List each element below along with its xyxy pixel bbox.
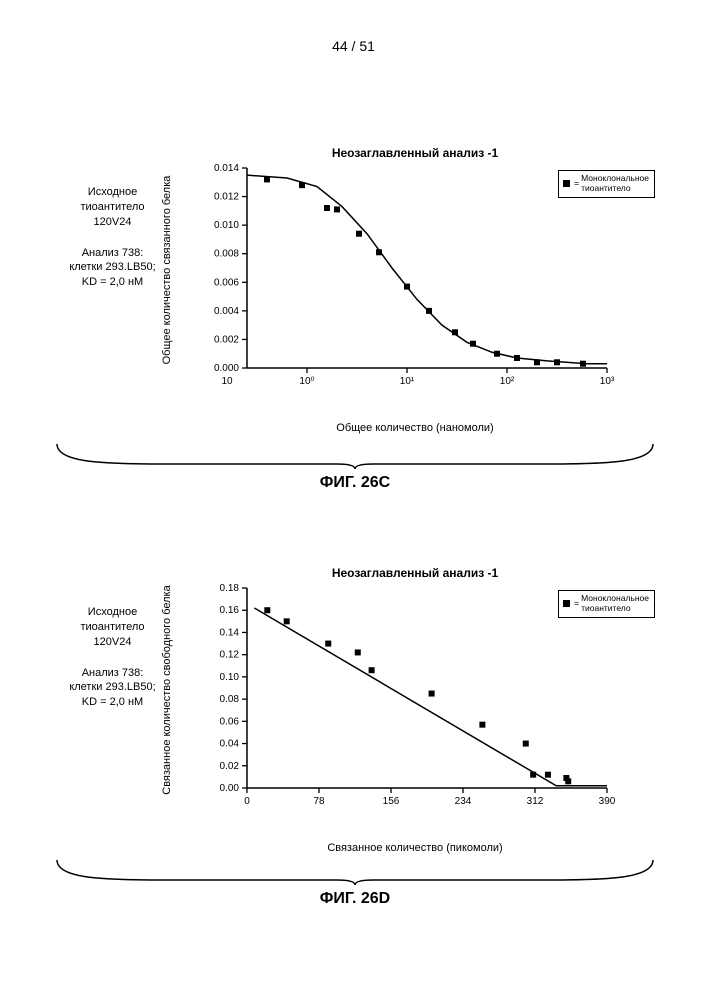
svg-text:156: 156 — [383, 796, 400, 807]
svg-text:0.014: 0.014 — [214, 163, 239, 174]
sidebar-text: Исходное тиоантитело 120V24 — [55, 185, 170, 230]
sidebar-line: клетки 293.LB50; — [55, 260, 170, 275]
svg-text:0.012: 0.012 — [214, 192, 239, 203]
chart-d-svg: 0.00 0.02 0.04 0.06 0.08 0.10 0.12 0.14 0.16 0.18… — [175, 560, 655, 815]
svg-text:0.008: 0.008 — [214, 249, 239, 260]
sidebar-text: Исходное тиоантитело 120V24 — [55, 605, 170, 650]
chart-c-x-label: Общее количество (наномоли) — [175, 422, 655, 434]
chart-c-svg: 0.000 0.002 0.004 0.006 0.008 0.010 0.012 0.014… — [175, 140, 655, 395]
figure-26c-panel: Исходное тиоантитело 120V24 Анализ 738: … — [55, 140, 655, 440]
sidebar-line: 120V24 — [55, 635, 170, 650]
svg-text:0.16: 0.16 — [220, 605, 240, 616]
sidebar-text: Анализ 738: клетки 293.LB50; KD = 2,0 нМ — [55, 246, 170, 291]
svg-text:0: 0 — [244, 796, 250, 807]
svg-text:10¹: 10¹ — [400, 376, 415, 387]
svg-text:0.00: 0.00 — [220, 783, 240, 794]
figure-26c-caption: ФИГ. 26C — [55, 474, 655, 492]
svg-text:0.14: 0.14 — [220, 627, 240, 638]
chart-d: Неозаглавленный анализ -1 = Моноклональн… — [175, 560, 655, 820]
chart-d-y-label: Связанное количество свободного белка — [161, 585, 173, 794]
page-number: 44 / 51 — [0, 38, 707, 54]
sidebar-line: Анализ 738: — [55, 666, 170, 681]
svg-text:0.06: 0.06 — [220, 716, 240, 727]
svg-text:0.10: 0.10 — [220, 672, 240, 683]
svg-text:0.08: 0.08 — [220, 694, 240, 705]
sidebar-line: Анализ 738: — [55, 246, 170, 261]
sidebar-text: Анализ 738: клетки 293.LB50; KD = 2,0 нМ — [55, 666, 170, 711]
sidebar-d: Исходное тиоантитело 120V24 Анализ 738: … — [55, 605, 170, 710]
figure-26d-caption: ФИГ. 26D — [55, 890, 655, 908]
svg-text:0.04: 0.04 — [220, 739, 240, 750]
svg-text:0.02: 0.02 — [220, 761, 240, 772]
figure-26d-panel: Исходное тиоантитело 120V24 Анализ 738: … — [55, 560, 655, 860]
sidebar-line: тиоантитело — [55, 620, 170, 635]
sidebar-line: Исходное — [55, 605, 170, 620]
svg-text:0.002: 0.002 — [214, 334, 239, 345]
sidebar-c: Исходное тиоантитело 120V24 Анализ 738: … — [55, 185, 170, 290]
page: 44 / 51 Исходное тиоантитело 120V24 Анал… — [0, 0, 707, 1000]
brace-d: ФИГ. 26D — [55, 856, 655, 908]
svg-text:78: 78 — [313, 796, 325, 807]
brace-c: ФИГ. 26C — [55, 440, 655, 492]
svg-text:312: 312 — [527, 796, 544, 807]
brace-icon — [55, 856, 655, 886]
sidebar-line: KD = 2,0 нМ — [55, 275, 170, 290]
svg-text:10⁰: 10⁰ — [299, 376, 314, 387]
sidebar-line: тиоантитело — [55, 200, 170, 215]
svg-text:0.000: 0.000 — [214, 363, 239, 374]
sidebar-line: клетки 293.LB50; — [55, 680, 170, 695]
svg-text:0.18: 0.18 — [220, 583, 240, 594]
svg-text:10: 10 — [221, 376, 233, 387]
chart-d-x-label: Связанное количество (пикомоли) — [175, 842, 655, 854]
svg-text:390: 390 — [599, 796, 616, 807]
svg-text:234: 234 — [455, 796, 472, 807]
svg-text:10³: 10³ — [600, 376, 615, 387]
sidebar-line: 120V24 — [55, 215, 170, 230]
brace-icon — [55, 440, 655, 470]
chart-c-y-label: Общее количество связанного белка — [161, 176, 173, 365]
svg-text:0.12: 0.12 — [220, 650, 240, 661]
svg-text:0.010: 0.010 — [214, 220, 239, 231]
chart-c: Неозаглавленный анализ -1 = Моноклональн… — [175, 140, 655, 400]
svg-text:10²: 10² — [500, 376, 515, 387]
sidebar-line: KD = 2,0 нМ — [55, 695, 170, 710]
sidebar-line: Исходное — [55, 185, 170, 200]
svg-text:0.006: 0.006 — [214, 277, 239, 288]
svg-text:0.004: 0.004 — [214, 306, 239, 317]
